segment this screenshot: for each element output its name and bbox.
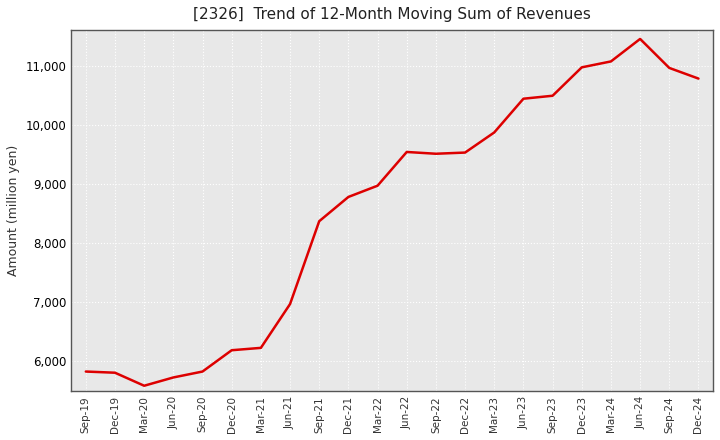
Title: [2326]  Trend of 12-Month Moving Sum of Revenues: [2326] Trend of 12-Month Moving Sum of R…: [193, 7, 591, 22]
Y-axis label: Amount (million yen): Amount (million yen): [7, 145, 20, 276]
